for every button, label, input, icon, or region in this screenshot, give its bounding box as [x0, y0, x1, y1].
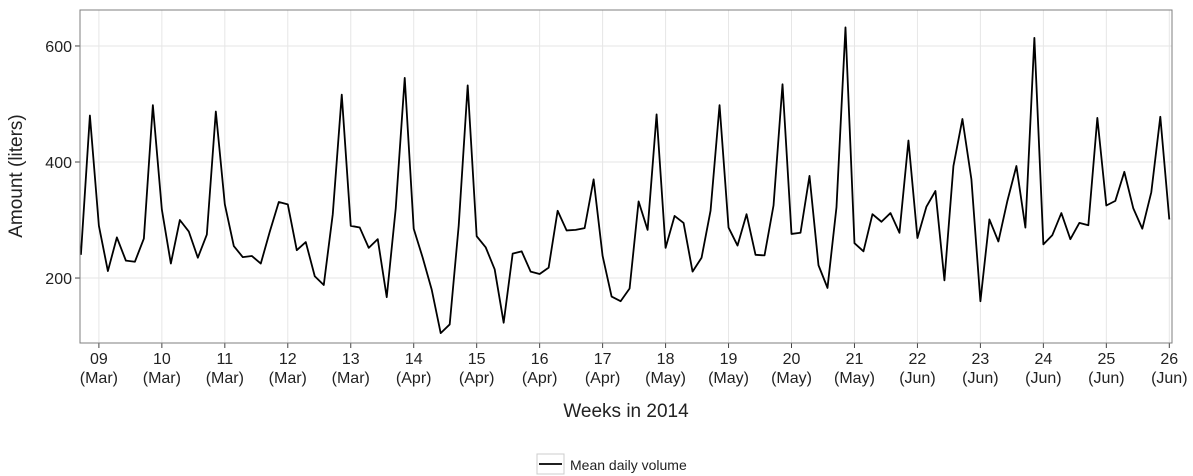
x-tick-label: 09 — [90, 351, 108, 368]
x-tick-month: (Mar) — [80, 370, 118, 387]
x-tick-month: (Apr) — [585, 370, 621, 387]
x-tick-label: 11 — [217, 351, 234, 368]
x-tick-label: 22 — [909, 351, 927, 368]
x-tick-month: (Jun) — [1151, 370, 1187, 387]
x-tick-month: (Apr) — [522, 370, 558, 387]
x-tick-label: 19 — [720, 351, 738, 368]
x-tick-month: (Jun) — [899, 370, 935, 387]
x-tick-label: 20 — [783, 351, 801, 368]
x-axis-label: Weeks in 2014 — [563, 401, 689, 422]
x-tick-month: (May) — [708, 370, 749, 387]
legend-label: Mean daily volume — [570, 457, 687, 473]
x-tick-label: 13 — [342, 351, 360, 368]
x-tick-month: (May) — [771, 370, 812, 387]
x-tick-label: 18 — [657, 351, 675, 368]
x-tick-label: 23 — [972, 351, 990, 368]
x-tick-label: 25 — [1097, 351, 1115, 368]
x-tick-label: 24 — [1034, 351, 1052, 368]
x-tick-label: 12 — [279, 351, 297, 368]
y-axis-label: Amount (liters) — [6, 114, 27, 238]
x-tick-month: (Apr) — [396, 370, 432, 387]
plot-border — [79, 9, 1173, 344]
x-tick-month: (Mar) — [143, 370, 181, 387]
data-line — [80, 26, 1171, 335]
x-tick-label: 15 — [468, 351, 486, 368]
y-tick-label: 600 — [45, 39, 72, 56]
plot-background — [80, 10, 1172, 343]
x-tick-label: 26 — [1160, 351, 1178, 368]
x-tick-label: 17 — [594, 351, 612, 368]
y-tick-label: 200 — [45, 271, 72, 288]
x-tick-month: (Apr) — [459, 370, 495, 387]
x-tick-label: 10 — [153, 351, 171, 368]
x-tick-month: (Jun) — [1025, 370, 1061, 387]
y-tick-label: 400 — [45, 155, 72, 172]
x-tick-month: (May) — [834, 370, 875, 387]
x-tick-month: (Jun) — [962, 370, 998, 387]
x-tick-month: (Mar) — [332, 370, 370, 387]
x-tick-month: (Mar) — [269, 370, 307, 387]
x-tick-month: (May) — [645, 370, 686, 387]
x-tick-label: 16 — [531, 351, 549, 368]
x-tick-month: (Jun) — [1088, 370, 1124, 387]
x-tick-month: (Mar) — [206, 370, 244, 387]
x-tick-label: 21 — [846, 351, 864, 368]
x-tick-label: 14 — [405, 351, 423, 368]
